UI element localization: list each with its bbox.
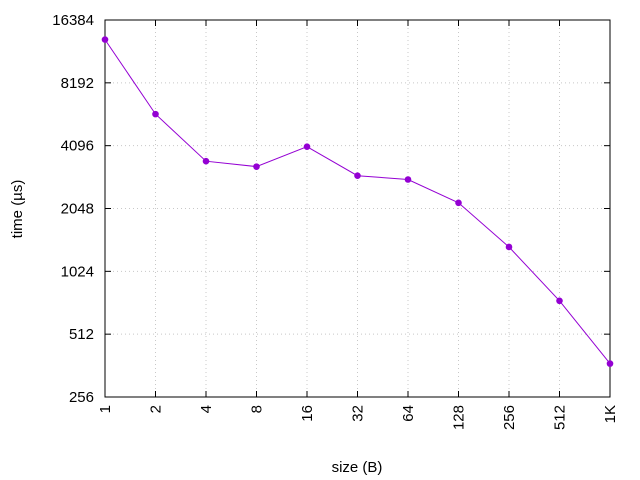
y-tick-label: 1024 bbox=[61, 263, 94, 280]
x-tick-label: 128 bbox=[451, 405, 468, 430]
x-tick-label: 256 bbox=[501, 405, 518, 430]
x-axis-label: size (B) bbox=[332, 459, 383, 476]
y-tick-label: 256 bbox=[69, 389, 94, 406]
x-tick-label: 1 bbox=[97, 405, 114, 413]
x-tick-label: 16 bbox=[299, 405, 316, 422]
data-point bbox=[202, 157, 210, 165]
y-tick-label: 4096 bbox=[61, 138, 94, 155]
data-point bbox=[101, 36, 109, 43]
x-tick-label: 4 bbox=[198, 405, 215, 413]
data-point bbox=[152, 110, 159, 118]
y-axis-label: time (µs) bbox=[9, 180, 26, 239]
series-layer bbox=[101, 36, 614, 367]
x-tick-label: 2 bbox=[148, 405, 165, 413]
y-tick-labels: 256 512 1024 2048 4096 8192 16384 bbox=[52, 12, 94, 406]
data-point bbox=[404, 176, 412, 183]
y-tick-label: 8192 bbox=[61, 75, 94, 92]
x-tick-label: 32 bbox=[350, 405, 367, 422]
grid-lines bbox=[105, 20, 610, 397]
data-point bbox=[455, 199, 462, 207]
x-tick-label: 512 bbox=[552, 405, 569, 430]
x-tick-label: 8 bbox=[249, 405, 266, 413]
axis-ticks bbox=[104, 19, 611, 398]
data-point bbox=[556, 297, 563, 305]
data-point bbox=[303, 143, 311, 150]
y-tick-label: 2048 bbox=[61, 201, 94, 218]
data-point bbox=[505, 243, 513, 251]
data-point bbox=[354, 172, 361, 180]
plot-frame bbox=[104, 19, 611, 398]
y-tick-label: 16384 bbox=[52, 12, 94, 29]
data-point bbox=[606, 360, 614, 367]
data-point bbox=[253, 163, 260, 170]
y-tick-label: 512 bbox=[69, 326, 94, 343]
x-tick-labels: 1 2 4 8 16 32 64 128 256 512 1K bbox=[97, 405, 619, 430]
x-tick-label: 64 bbox=[400, 405, 417, 422]
x-tick-label: 1K bbox=[602, 405, 619, 423]
